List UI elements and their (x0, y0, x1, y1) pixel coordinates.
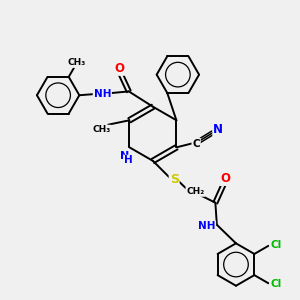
Text: O: O (114, 62, 124, 75)
Text: CH₃: CH₃ (67, 58, 86, 67)
Text: N: N (213, 123, 223, 136)
Text: NH: NH (94, 89, 111, 99)
Text: CH₂: CH₂ (186, 187, 205, 196)
Text: S: S (169, 173, 178, 186)
Text: NH: NH (198, 221, 215, 231)
Text: O: O (220, 172, 230, 185)
Text: Cl: Cl (270, 279, 281, 289)
Text: Cl: Cl (270, 240, 281, 250)
Text: C: C (192, 139, 200, 148)
Text: H: H (124, 155, 133, 165)
Text: N: N (120, 151, 129, 160)
Text: CH₃: CH₃ (93, 125, 111, 134)
